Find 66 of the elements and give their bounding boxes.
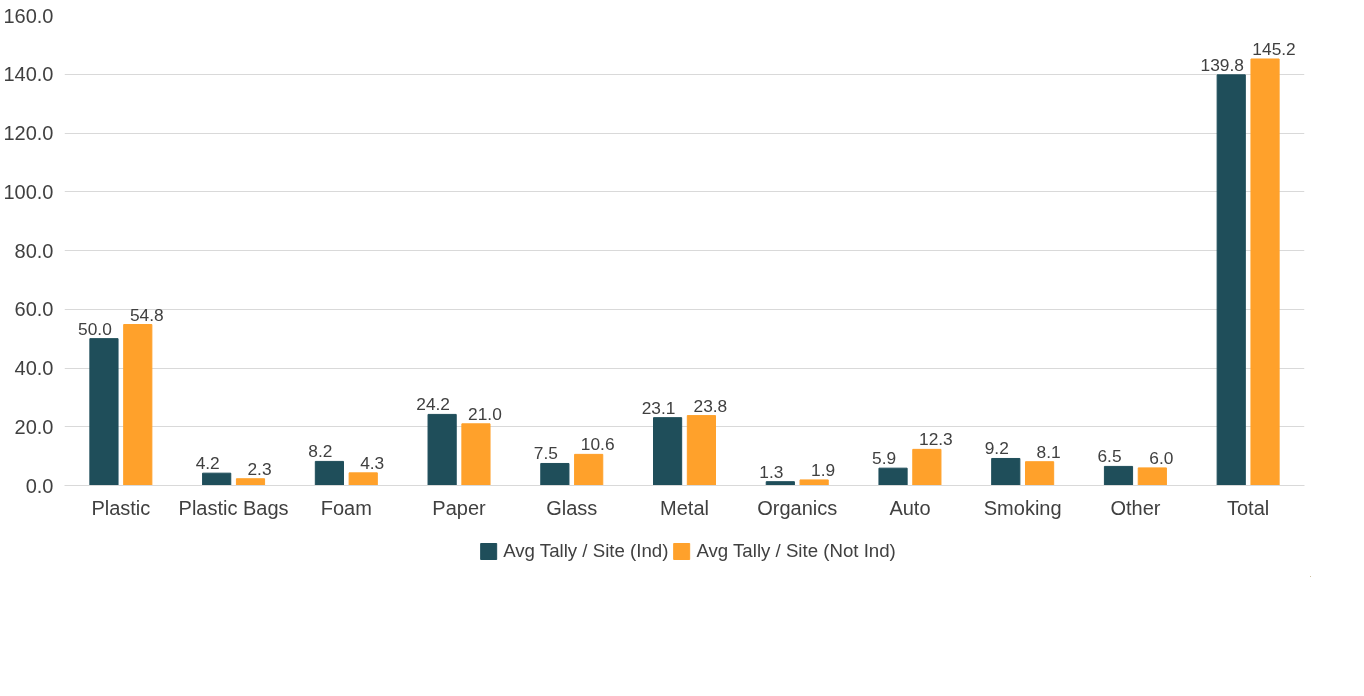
data-label: 145.2 (1252, 38, 1296, 59)
bar (89, 338, 119, 486)
bar (427, 413, 457, 486)
x-tick-label: Total (1227, 496, 1270, 519)
data-label: 23.1 (641, 397, 676, 418)
data-label: 2.3 (247, 458, 272, 479)
x-tick-label: Metal (660, 496, 709, 519)
data-label: 50.0 (78, 318, 112, 339)
bar (540, 462, 570, 486)
y-tick-label: 20.0 (14, 415, 54, 438)
x-tick-label: Other (1110, 496, 1161, 519)
data-label: 54.8 (129, 304, 164, 325)
legend-label: Avg Tally / Site (Ind) (503, 540, 669, 562)
data-label: 9.2 (984, 438, 1009, 459)
data-label: 4.2 (195, 453, 220, 474)
y-tick-label: 80.0 (14, 239, 54, 262)
data-label: 6.0 (1149, 447, 1174, 468)
y-tick-label: 40.0 (14, 357, 54, 379)
bar (991, 457, 1021, 486)
data-label: 4.3 (360, 452, 385, 473)
data-label: 23.8 (693, 395, 728, 416)
y-tick-label: 100.0 (3, 180, 54, 203)
bar (1250, 58, 1280, 486)
x-tick-label: Paper (432, 496, 487, 519)
x-tick-label: Plastic Bags (178, 496, 289, 519)
x-tick-label: Smoking (983, 496, 1062, 519)
y-tick-label: 140.0 (3, 63, 54, 86)
x-tick-label: Plastic (91, 496, 151, 519)
data-label: 12.3 (919, 429, 953, 450)
data-label: 1.9 (811, 459, 836, 480)
data-label: 21.0 (468, 403, 502, 424)
data-label: 6.5 (1097, 446, 1122, 467)
data-label: 5.9 (872, 448, 897, 469)
x-tick-label: Foam (320, 496, 372, 519)
bar (878, 467, 908, 486)
y-tick-label: 160.0 (3, 4, 54, 27)
data-label: 8.1 (1036, 441, 1061, 462)
x-tick-label: Organics (757, 496, 838, 519)
y-tick-label: 120.0 (3, 122, 54, 144)
bar (202, 472, 232, 486)
bar (765, 481, 795, 486)
legend-label: Avg Tally / Site (Not Ind) (696, 540, 896, 562)
data-label: 8.2 (308, 441, 333, 462)
bar (123, 324, 153, 486)
bar (912, 448, 942, 486)
bar (574, 453, 604, 486)
bar (348, 472, 378, 486)
bar (799, 479, 829, 486)
bar (653, 417, 683, 486)
data-label: 24.2 (416, 394, 451, 415)
x-tick-label: Glass (546, 496, 598, 519)
bar (686, 415, 716, 486)
bar (461, 423, 491, 486)
bar (1216, 74, 1246, 486)
data-label: 10.6 (580, 434, 615, 455)
bar (235, 478, 266, 486)
bar (1103, 465, 1134, 486)
bar (1137, 467, 1167, 486)
x-tick-label: Auto (889, 496, 931, 519)
bar (314, 460, 344, 486)
y-tick-label: 0.0 (25, 474, 54, 497)
data-label: 139.8 (1200, 54, 1244, 75)
bar (1025, 461, 1055, 486)
y-tick-label: 60.0 (14, 298, 54, 321)
data-label: 1.3 (759, 461, 784, 482)
data-label: 7.5 (533, 443, 558, 464)
